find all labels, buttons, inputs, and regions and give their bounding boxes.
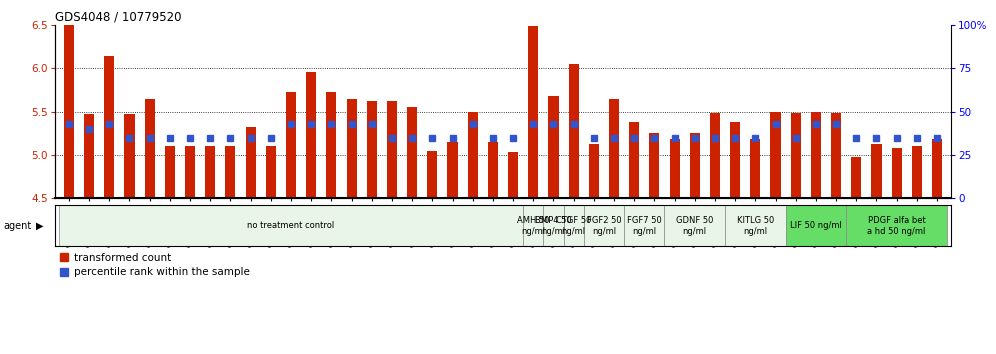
Bar	[569, 64, 579, 198]
Bar	[306, 73, 317, 198]
Bar	[246, 127, 256, 198]
Bar	[872, 144, 881, 198]
Bar	[266, 146, 276, 198]
Bar	[710, 113, 720, 198]
Bar	[488, 142, 498, 198]
Bar	[447, 142, 457, 198]
Bar	[786, 205, 847, 246]
Bar	[407, 107, 417, 198]
Bar	[286, 92, 296, 198]
Bar	[225, 146, 235, 198]
Bar	[584, 205, 624, 246]
Bar	[669, 139, 679, 198]
Bar	[427, 150, 437, 198]
Bar	[164, 146, 175, 198]
Bar	[852, 158, 862, 198]
Text: no treatment control: no treatment control	[247, 221, 335, 230]
Text: AMH 50
ng/ml: AMH 50 ng/ml	[517, 216, 550, 236]
Text: ▶: ▶	[36, 221, 44, 231]
Text: PDGF alfa bet
a hd 50 ng/ml: PDGF alfa bet a hd 50 ng/ml	[868, 216, 926, 236]
Text: LIF 50 ng/ml: LIF 50 ng/ml	[790, 221, 842, 230]
Bar	[750, 139, 760, 198]
Bar	[811, 112, 821, 198]
Bar	[649, 133, 659, 198]
Bar	[523, 205, 544, 246]
Text: CTGF 50
ng/ml: CTGF 50 ng/ml	[556, 216, 592, 236]
Bar	[508, 152, 518, 198]
Bar	[367, 101, 376, 198]
Bar	[891, 148, 901, 198]
Bar	[911, 146, 922, 198]
Bar	[185, 146, 195, 198]
Bar	[327, 92, 337, 198]
Bar	[544, 205, 564, 246]
Bar	[791, 113, 801, 198]
Bar	[564, 205, 584, 246]
Legend: transformed count, percentile rank within the sample: transformed count, percentile rank withi…	[60, 253, 249, 277]
Bar	[84, 114, 95, 198]
Text: BMP4 50
ng/ml: BMP4 50 ng/ml	[535, 216, 572, 236]
Bar	[831, 113, 842, 198]
Bar	[64, 25, 74, 198]
Bar	[386, 101, 397, 198]
Bar	[730, 122, 740, 198]
Text: GDNF 50
ng/ml: GDNF 50 ng/ml	[676, 216, 713, 236]
Bar	[347, 98, 357, 198]
Bar	[205, 146, 215, 198]
Bar	[468, 112, 478, 198]
Text: FGF2 50
ng/ml: FGF2 50 ng/ml	[587, 216, 622, 236]
Bar	[528, 25, 538, 198]
Text: FGF7 50
ng/ml: FGF7 50 ng/ml	[626, 216, 661, 236]
Bar	[664, 205, 725, 246]
Text: GDS4048 / 10779520: GDS4048 / 10779520	[55, 11, 181, 24]
Bar	[59, 205, 523, 246]
Bar	[689, 133, 700, 198]
Bar	[105, 56, 115, 198]
Bar	[124, 114, 134, 198]
Bar	[549, 96, 559, 198]
Bar	[624, 205, 664, 246]
Bar	[725, 205, 786, 246]
Bar	[589, 144, 599, 198]
Bar	[629, 122, 639, 198]
Text: KITLG 50
ng/ml: KITLG 50 ng/ml	[737, 216, 774, 236]
Bar	[932, 139, 942, 198]
Bar	[609, 98, 620, 198]
Bar	[847, 205, 947, 246]
Bar	[144, 98, 154, 198]
Text: agent: agent	[3, 221, 31, 231]
Bar	[771, 112, 781, 198]
